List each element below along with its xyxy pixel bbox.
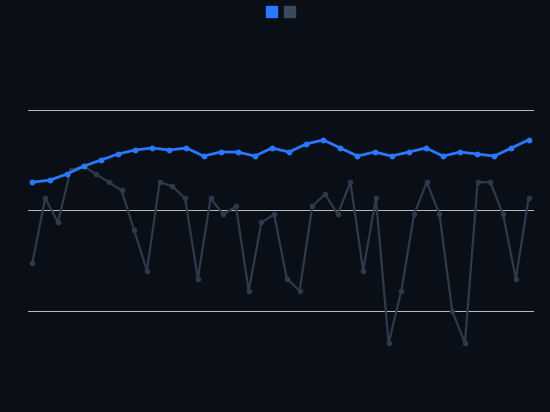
Legend: , : ,	[266, 5, 295, 19]
